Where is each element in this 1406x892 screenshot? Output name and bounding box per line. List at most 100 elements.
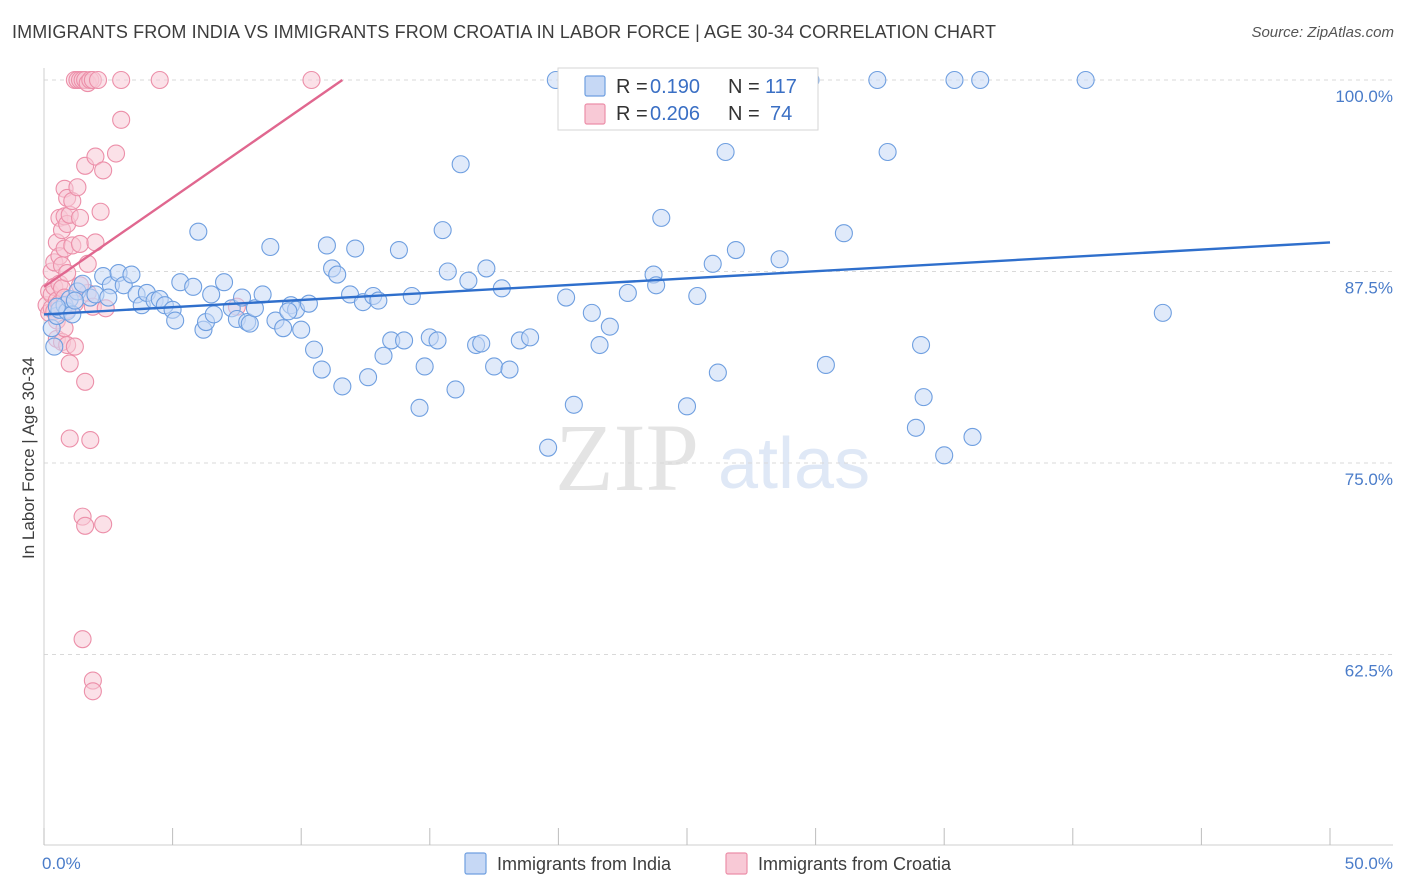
y-tick-label-2: 87.5% [1345,279,1393,298]
bottom-legend-label-croatia: Immigrants from Croatia [758,854,952,874]
india-point-61 [389,241,408,260]
india-point-52 [333,377,352,396]
india-point-87 [600,317,619,336]
india-point-106 [914,388,933,407]
india-point-96 [716,142,735,162]
y-tick-label-3: 100.0% [1335,87,1393,106]
bottom-legend: Immigrants from India Immigrants from Cr… [464,852,952,875]
india-point-81 [539,438,558,457]
croatia-point-69 [112,70,131,90]
india-point-64 [410,398,429,417]
chart-title: IMMIGRANTS FROM INDIA VS IMMIGRANTS FROM… [12,22,997,42]
india-point-56 [359,368,378,387]
croatia-point-59 [83,682,102,701]
india-point-69 [438,262,457,281]
source-label: Source: ZipAtlas.com [1251,24,1394,41]
y-axis-label: In Labor Force | Age 30-34 [19,357,38,559]
bottom-legend-swatch-india [464,852,487,875]
croatia-point-32 [60,354,79,373]
india-point-107 [935,446,954,465]
croatia-point-33 [60,429,79,448]
y-tick-label-0: 62.5% [1345,662,1393,681]
india-point-51 [328,265,347,284]
india-point-104 [906,418,925,437]
india-point-88 [618,283,637,302]
india-point-84 [564,395,583,414]
india-point-24 [166,311,185,330]
india-point-101 [834,224,853,243]
watermark-atlas: atlas [718,424,870,504]
india-point-103 [878,142,897,162]
india-point-108 [945,70,964,90]
india-point-75 [477,259,496,278]
croatia-point-40 [68,178,87,197]
india-point-30 [202,285,221,304]
legend-r-value-croatia: 0.206 [650,103,700,125]
india-point-94 [703,254,722,273]
india-point-49 [317,236,336,255]
legend-n-label-croatia: N = [728,103,760,125]
croatia-point-72 [302,70,321,90]
trend-lines [43,79,1331,316]
india-point-9 [73,274,92,293]
croatia-point-64 [94,515,113,534]
india-point-37 [240,314,259,333]
india-point-110 [971,70,990,90]
croatia-point-67 [106,144,126,163]
croatia-point-70 [150,70,169,90]
india-point-112 [1153,303,1172,322]
india-point-116 [279,302,298,321]
croatia-point-43 [70,234,90,253]
india-point-115 [99,288,118,307]
legend-n-label-india: N = [728,76,760,98]
y-tick-label-1: 75.0% [1345,470,1393,489]
india-point-86 [590,335,609,355]
india-point-114 [65,291,84,310]
axes [43,68,1393,846]
croatia-points [37,70,321,701]
india-point-62 [395,331,414,350]
india-point-26 [184,277,203,296]
croatia-point-42 [70,208,90,227]
india-point-71 [451,155,470,174]
legend-n-value-croatia: 74 [770,103,792,125]
india-point-63 [402,286,421,306]
india-point-76 [485,357,504,376]
india-point-105 [912,335,931,355]
india-point-48 [312,360,331,379]
india-point-31 [204,305,223,324]
india-point-102 [868,70,887,90]
india-point-68 [433,221,452,240]
india-point-72 [459,271,478,290]
croatia-point-49 [76,372,95,391]
india-point-111 [1076,70,1095,90]
india-point-78 [500,360,519,379]
india-point-92 [677,397,697,416]
india-point-54 [346,239,365,258]
watermark-zip: ZIP [555,404,699,511]
legend-swatch-india [584,75,606,97]
india-point-35 [232,288,252,307]
legend-r-label-croatia: R = [616,103,648,125]
india-point-46 [299,294,318,313]
india-point-67 [428,331,447,350]
legend-r-label-india: R = [616,76,648,98]
bottom-legend-label-india: Immigrants from India [497,854,672,874]
india-point-45 [292,320,311,339]
croatia-point-55 [81,430,100,450]
croatia-point-63 [91,202,110,221]
india-point-109 [963,427,982,447]
croatia-point-38 [65,337,84,356]
india-point-70 [446,380,465,399]
x-tick-label-max: 50.0% [1345,854,1393,873]
india-point-113 [47,297,66,316]
india-point-65 [415,357,434,376]
india-point-27 [189,222,208,241]
india-point-85 [582,303,601,322]
croatia-point-62 [88,70,108,90]
india-point-39 [253,285,272,304]
india-point-16 [122,265,141,284]
legend-box: R = 0.190 N = 117 R = 0.206 N = 74 [557,67,819,131]
croatia-point-68 [112,110,131,129]
